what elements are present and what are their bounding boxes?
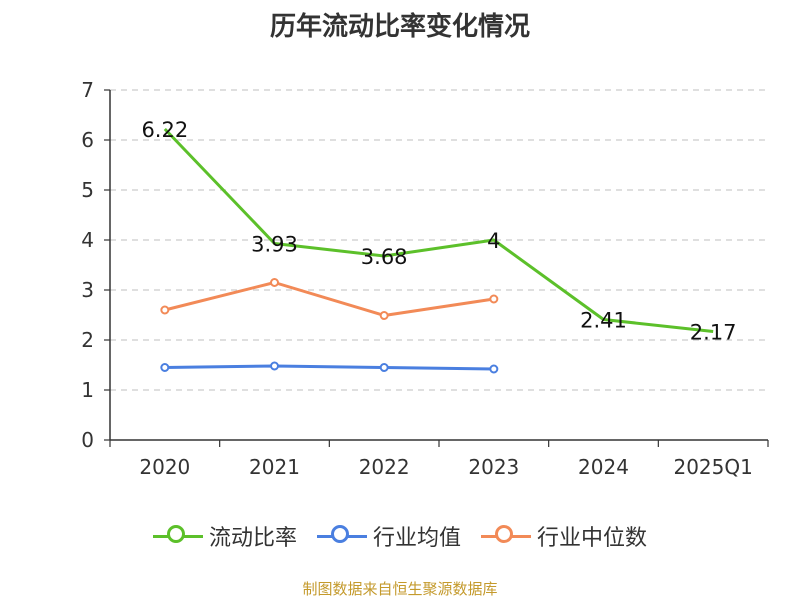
legend-swatch-industry-median-icon: [481, 522, 531, 550]
x-tick-label: 2025Q1: [673, 455, 752, 479]
data-label: 4: [487, 229, 500, 253]
source-note: 制图数据来自恒生聚源数据库: [302, 580, 498, 598]
x-tick-label: 2022: [359, 455, 410, 479]
legend: 流动比率 行业均值 行业中位数: [0, 520, 800, 552]
y-tick-label: 5: [81, 178, 94, 202]
data-point-series-1: [489, 364, 499, 374]
legend-label-industry-mean: 行业均值: [372, 526, 461, 551]
data-point-series-1: [270, 361, 279, 371]
x-tick-label: 2024: [578, 455, 629, 479]
legend-item-industry-mean[interactable]: 行业均值: [316, 520, 461, 552]
data-point-series-1: [160, 363, 170, 372]
y-tick-label: 7: [81, 78, 94, 102]
series-line-1: [164, 364, 494, 371]
data-point-series-2: [379, 311, 389, 320]
data-point-series-1: [379, 363, 389, 372]
y-tick-label: 6: [81, 128, 94, 152]
legend-item-current-ratio[interactable]: 流动比率: [152, 520, 297, 552]
data-point-series-2: [160, 305, 170, 315]
legend-swatch-current-ratio-icon: [152, 522, 203, 550]
legend-swatch-industry-mean-icon: [316, 522, 367, 550]
legend-label-industry-median: 行业中位数: [537, 526, 648, 551]
chart-title: 历年流动比率变化情况: [269, 12, 530, 42]
x-tick-label: 2021: [249, 455, 300, 479]
series-line-2: [164, 281, 495, 317]
y-tick-label: 0: [81, 428, 94, 452]
x-tick-label: 2023: [468, 455, 519, 479]
data-label: 3.68: [361, 245, 408, 269]
data-point-series-2: [489, 294, 499, 304]
data-point-series-2: [270, 278, 279, 287]
y-tick-label: 1: [81, 378, 94, 402]
legend-item-industry-median[interactable]: 行业中位数: [481, 520, 647, 552]
data-label: 2.17: [690, 321, 737, 345]
legend-label-current-ratio: 流动比率: [208, 526, 297, 551]
y-tick-label: 4: [81, 228, 94, 252]
data-label: 6.22: [141, 118, 188, 142]
data-label: 2.41: [580, 309, 627, 333]
x-tick-label: 2020: [139, 455, 190, 479]
series-line-0: [163, 127, 714, 333]
y-tick-label: 3: [81, 278, 94, 302]
data-label: 3.93: [251, 233, 298, 257]
y-tick-label: 2: [81, 328, 94, 352]
